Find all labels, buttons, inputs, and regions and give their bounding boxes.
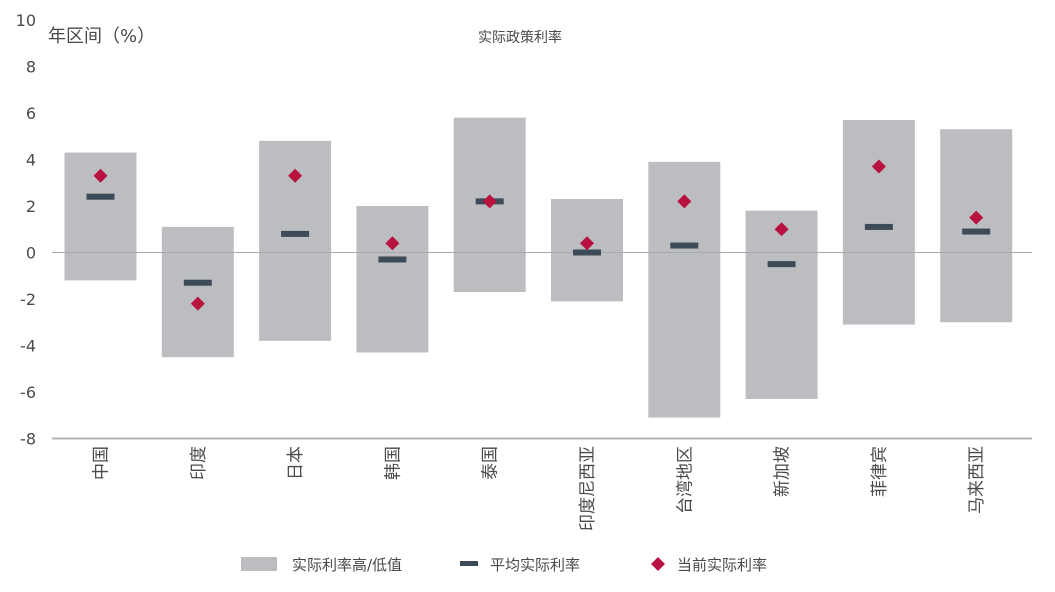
current-marker <box>482 194 497 209</box>
legend-label-range: 实际利率高/低值 <box>292 556 402 574</box>
current-marker <box>385 236 400 251</box>
y-tick-label: -8 <box>20 430 36 449</box>
average-dash <box>573 249 601 256</box>
y-tick-label: 0 <box>26 244 36 263</box>
average-dash <box>378 256 407 263</box>
average-dash <box>183 279 212 286</box>
category-label: 中国 <box>92 446 112 480</box>
range-bar <box>161 226 234 358</box>
current-marker <box>190 296 205 311</box>
current-marker <box>969 210 984 225</box>
current-marker <box>93 168 108 183</box>
category-label: 菲律宾 <box>870 446 890 497</box>
average-dash <box>962 228 991 235</box>
y-tick-label: 6 <box>26 104 36 123</box>
legend-label-average: 平均实际利率 <box>490 556 580 574</box>
y-axis-label: 年区间（%） <box>48 26 155 47</box>
legend-swatch-current <box>651 557 665 571</box>
y-tick-label: 8 <box>26 58 36 77</box>
average-dash <box>864 223 893 230</box>
y-tick-label: -4 <box>20 337 36 356</box>
category-label: 韩国 <box>383 446 403 480</box>
y-tick-label: -6 <box>20 383 36 402</box>
category-label: 印度尼西亚 <box>578 446 598 531</box>
y-tick-label: 10 <box>16 11 36 30</box>
legend-swatch-average <box>460 561 478 566</box>
range-bar <box>745 210 818 399</box>
current-marker <box>774 222 789 237</box>
y-axis-ticks: -8 -6 -4 -2 0 2 4 6 8 10 <box>16 11 36 449</box>
category-label: 印度 <box>189 446 209 480</box>
chart-title: 实际政策利率 <box>478 29 562 46</box>
current-markers <box>93 159 984 311</box>
category-label: 日本 <box>286 446 306 480</box>
average-dash <box>86 193 115 200</box>
current-marker <box>871 159 886 174</box>
legend-swatch-range <box>241 557 277 571</box>
category-label: 泰国 <box>481 446 501 480</box>
category-label: 新加坡 <box>773 446 793 497</box>
current-marker <box>580 236 594 251</box>
y-tick-label: 2 <box>26 197 36 216</box>
range-bar <box>356 206 429 353</box>
legend-label-current: 当前实际利率 <box>677 556 767 574</box>
y-tick-label: -2 <box>20 290 36 309</box>
range-bars <box>64 117 1013 418</box>
average-dash <box>281 230 310 237</box>
category-labels: 中国 印度 日本 韩国 泰国 印度尼西亚 台湾地区 新加坡 菲律宾 马来西亚 <box>92 446 988 531</box>
average-dash <box>767 261 796 268</box>
range-bar <box>842 119 915 325</box>
category-label: 台湾地区 <box>675 446 695 514</box>
category-label: 马来西亚 <box>967 446 987 514</box>
current-marker <box>677 194 692 209</box>
current-marker <box>288 168 303 183</box>
legend: 实际利率高/低值 平均实际利率 当前实际利率 <box>241 556 767 574</box>
average-dash <box>670 242 699 249</box>
y-tick-label: 4 <box>26 151 36 170</box>
range-bar <box>940 129 1013 323</box>
